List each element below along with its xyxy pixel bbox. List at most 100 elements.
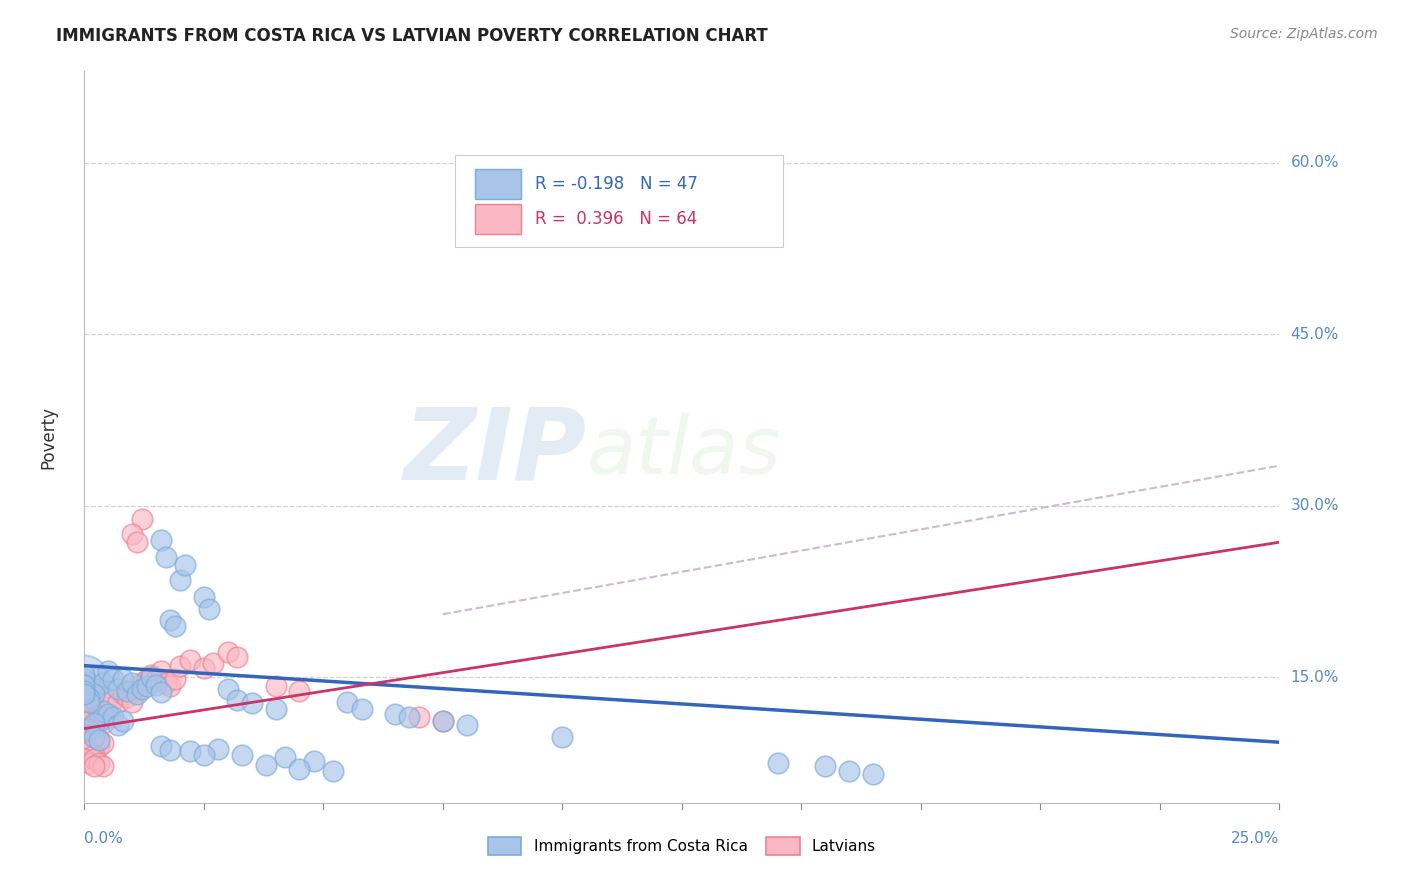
Point <box>240 697 263 711</box>
Point <box>207 742 229 756</box>
Legend: Immigrants from Costa Rica, Latvians: Immigrants from Costa Rica, Latvians <box>482 831 882 861</box>
Text: 45.0%: 45.0% <box>1291 326 1339 342</box>
Point <box>121 527 143 541</box>
Point <box>73 740 96 755</box>
Text: IMMIGRANTS FROM COSTA RICA VS LATVIAN POVERTY CORRELATION CHART: IMMIGRANTS FROM COSTA RICA VS LATVIAN PO… <box>56 27 768 45</box>
Point <box>87 714 110 728</box>
Point <box>93 736 115 750</box>
Point <box>141 667 163 682</box>
Point <box>217 681 239 696</box>
Point <box>179 744 201 758</box>
Point <box>83 715 105 730</box>
FancyBboxPatch shape <box>475 203 520 235</box>
Point <box>131 681 153 696</box>
Point <box>193 661 215 675</box>
Point <box>159 613 181 627</box>
Point <box>97 690 120 705</box>
Point <box>73 667 96 682</box>
Point <box>87 756 110 770</box>
Point <box>254 758 277 772</box>
Point <box>165 618 187 632</box>
Point <box>107 695 129 709</box>
Point <box>149 739 172 753</box>
Point <box>97 665 120 679</box>
Point <box>121 681 143 696</box>
Point <box>155 550 177 565</box>
Point <box>155 675 177 690</box>
Point <box>77 695 100 709</box>
Point <box>350 702 373 716</box>
Text: 15.0%: 15.0% <box>1291 670 1339 684</box>
Point <box>77 706 100 721</box>
Point <box>288 683 311 698</box>
Point <box>121 675 143 690</box>
Point <box>83 687 105 701</box>
Point <box>302 754 325 768</box>
Point <box>125 683 148 698</box>
Point <box>93 675 115 690</box>
Point <box>149 533 172 547</box>
Point <box>93 705 115 719</box>
Point <box>111 687 134 701</box>
Point <box>264 702 287 716</box>
Point <box>83 681 105 696</box>
Point <box>73 705 96 719</box>
Point <box>73 683 96 698</box>
Point <box>73 681 96 696</box>
Point <box>73 722 96 736</box>
Point <box>159 679 181 693</box>
Point <box>135 673 157 687</box>
Point <box>77 683 100 698</box>
Point <box>87 733 110 747</box>
Point <box>226 649 249 664</box>
Point <box>131 512 153 526</box>
Point <box>107 718 129 732</box>
Point <box>173 558 195 573</box>
Point <box>398 710 420 724</box>
Point <box>226 693 249 707</box>
Point <box>83 747 105 762</box>
Point <box>814 759 837 773</box>
Point <box>77 756 100 770</box>
Point <box>107 681 129 696</box>
Point <box>83 736 105 750</box>
Point <box>145 678 167 692</box>
Point <box>131 675 153 690</box>
Point <box>125 687 148 701</box>
Point <box>73 673 96 687</box>
Point <box>73 752 96 766</box>
Point <box>121 695 143 709</box>
Point <box>862 767 884 781</box>
Point <box>73 687 96 701</box>
Point <box>336 695 359 709</box>
Point <box>179 653 201 667</box>
Point <box>125 535 148 549</box>
Text: 25.0%: 25.0% <box>1232 831 1279 847</box>
Point <box>202 657 225 671</box>
Point <box>384 706 406 721</box>
Point <box>83 710 105 724</box>
Point <box>456 718 478 732</box>
Point <box>87 670 110 684</box>
Point <box>135 679 157 693</box>
Point <box>117 683 139 698</box>
Point <box>101 673 124 687</box>
Point <box>551 730 574 744</box>
Point <box>117 690 139 704</box>
Point <box>197 601 219 615</box>
Point <box>83 752 105 766</box>
Text: atlas: atlas <box>586 413 782 491</box>
Point <box>165 673 187 687</box>
Point <box>73 675 96 690</box>
Point <box>93 715 115 730</box>
Point <box>101 693 124 707</box>
Point <box>193 747 215 762</box>
Text: 0.0%: 0.0% <box>84 831 124 847</box>
Point <box>264 679 287 693</box>
Point <box>87 693 110 707</box>
Point <box>87 739 110 753</box>
Point <box>101 710 124 724</box>
Point <box>111 714 134 728</box>
Point <box>288 762 311 776</box>
Text: Source: ZipAtlas.com: Source: ZipAtlas.com <box>1230 27 1378 41</box>
